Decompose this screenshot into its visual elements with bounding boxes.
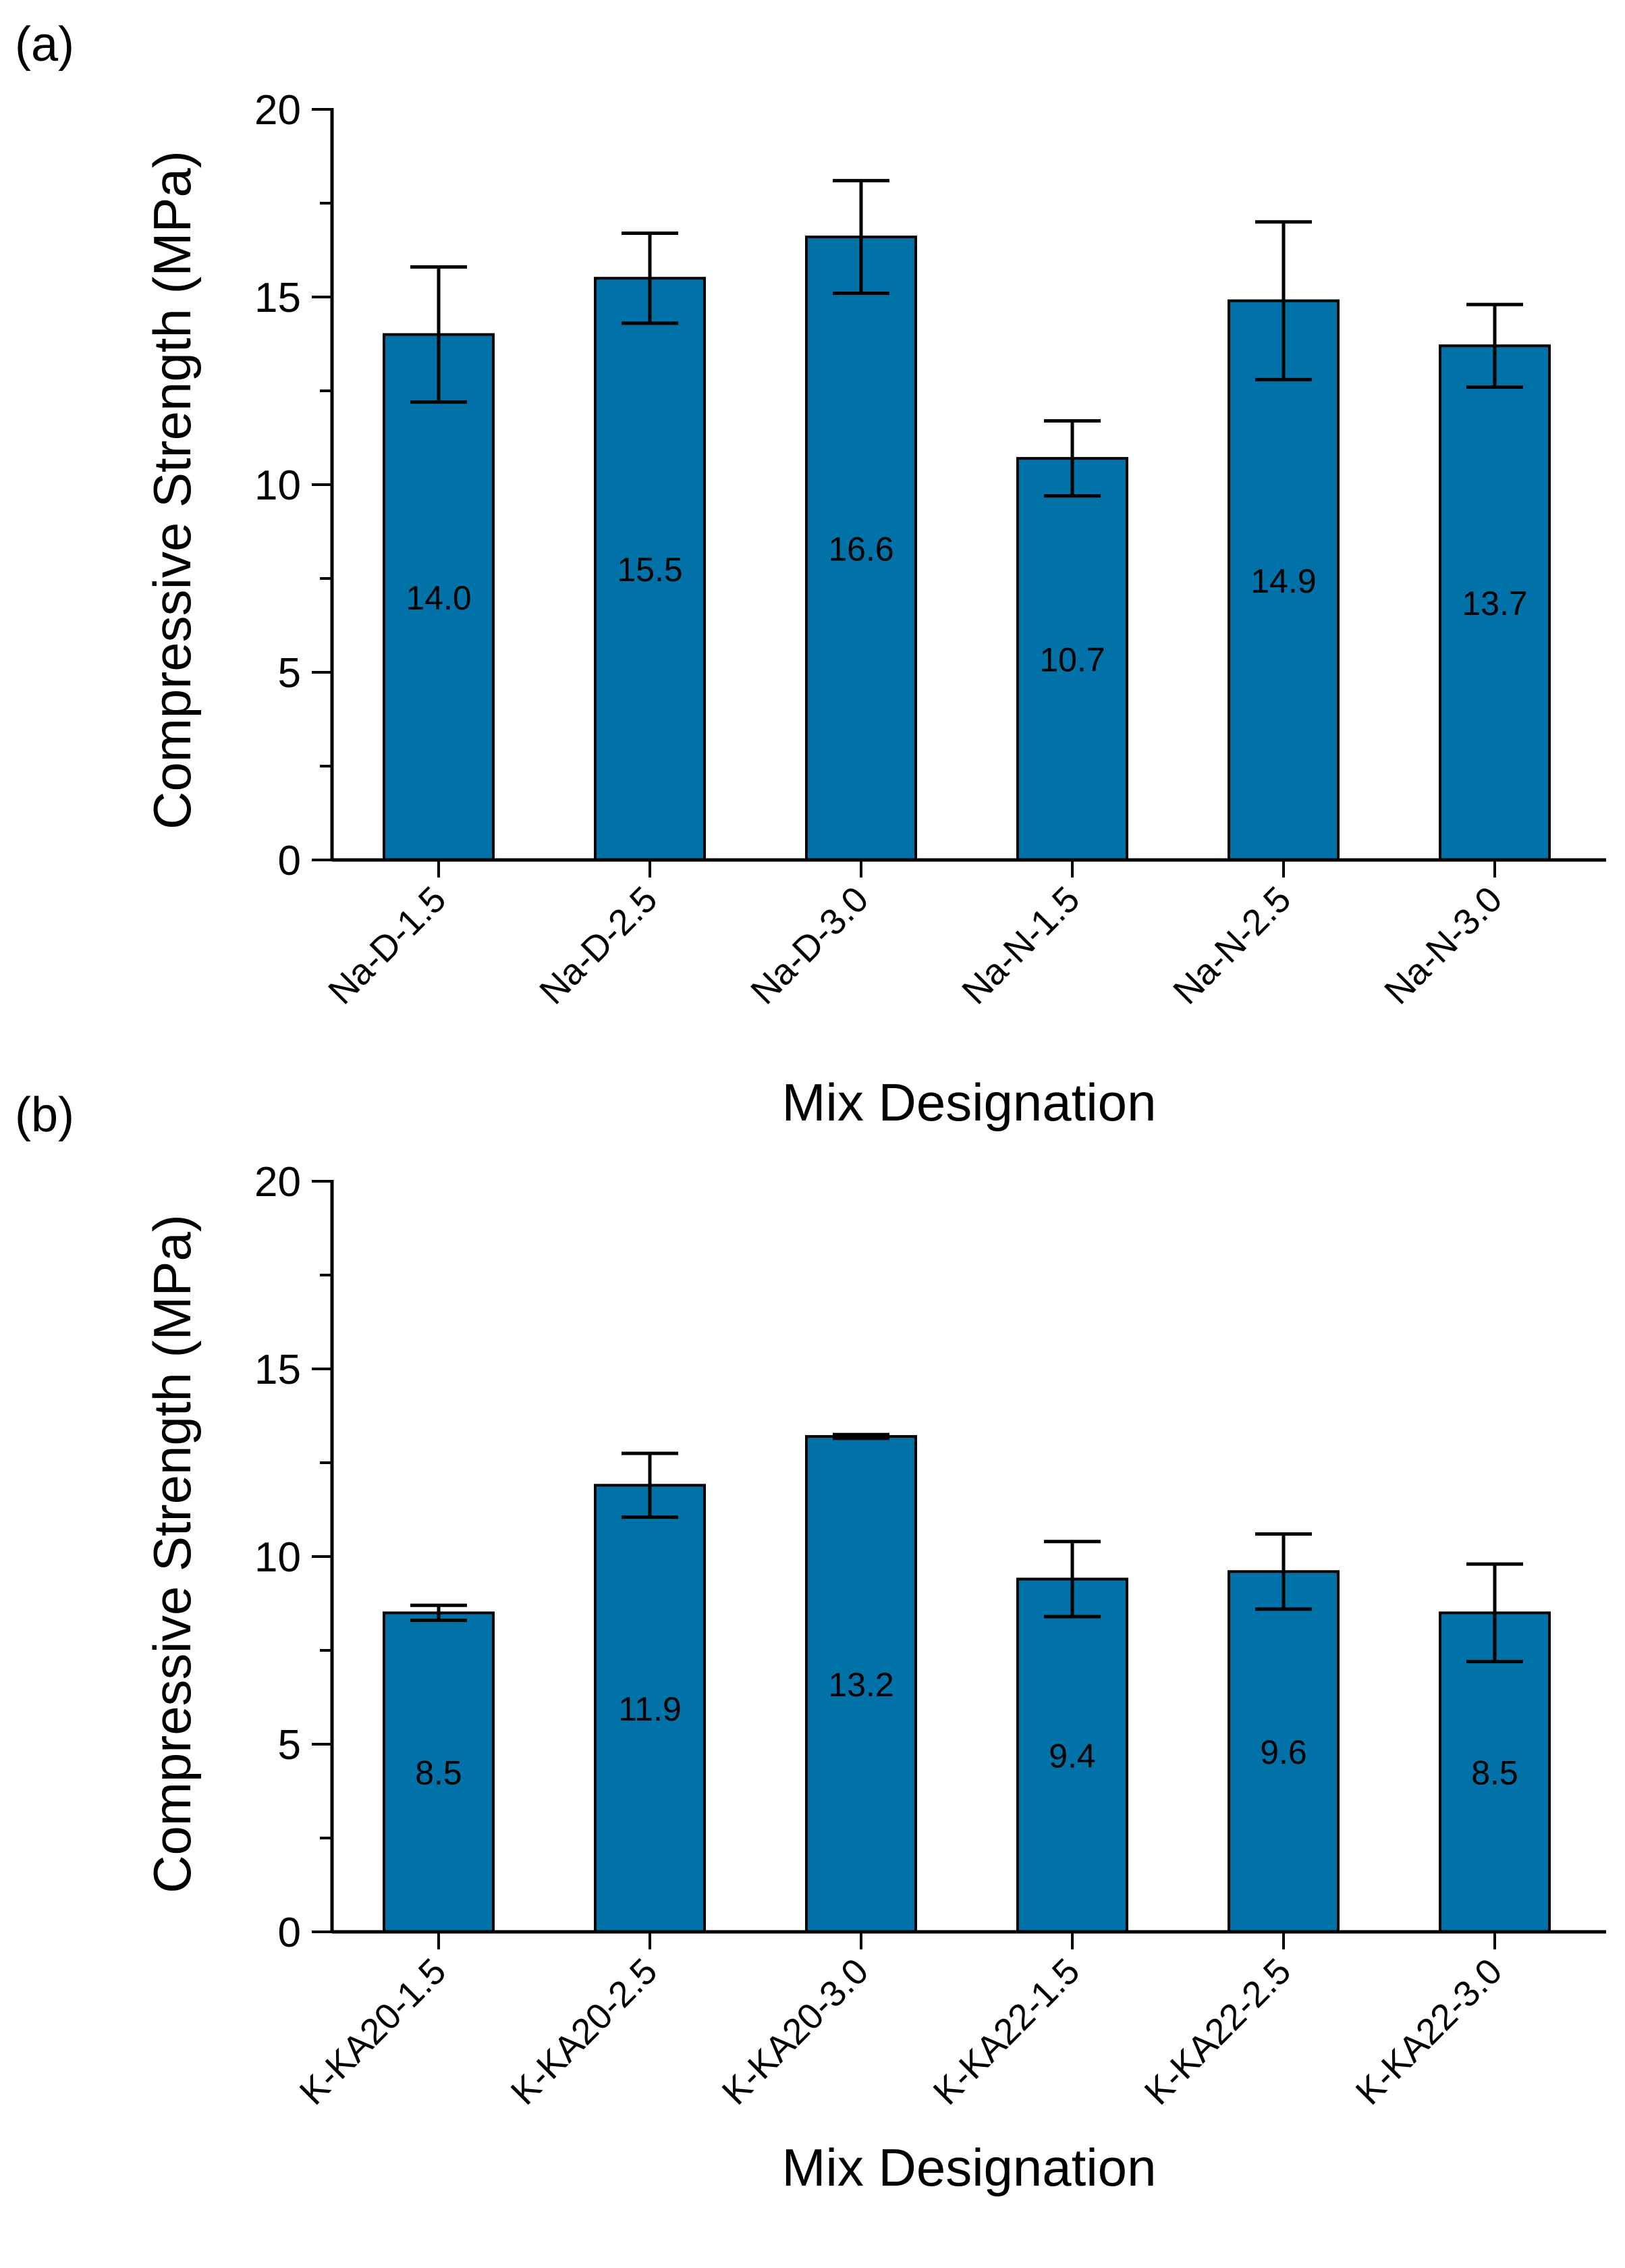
- panel-b-y-tick-label: 20: [254, 1159, 301, 1206]
- panel-a-error-bar: [410, 265, 467, 404]
- panel-b-bar: [1228, 1570, 1340, 1933]
- panel-a-category-label: Na-D-3.0: [743, 879, 876, 1012]
- panel-a-category-label: Na-N-3.0: [1377, 879, 1510, 1012]
- panel-a-category-label: Na-N-1.5: [954, 879, 1087, 1012]
- panel-b-data-label: 11.9: [618, 1690, 682, 1728]
- panel-b-bar: [594, 1484, 706, 1934]
- panel-a: (a) 14.0 15.5 16.6 10.7 14.9 13.7 Na-D-1.5 Na-…: [15, 18, 1606, 1132]
- panel-a-data-label: 14.9: [1250, 562, 1316, 600]
- panel-a-y-tick-label: 15: [254, 275, 301, 321]
- panel-a-y-tick-label: 5: [278, 650, 301, 697]
- panel-b-category-label: K-KA22-3.0: [1348, 1951, 1510, 2113]
- panel-a-error-bar: [1466, 302, 1523, 389]
- panel-b-data-label: 13.2: [828, 1666, 893, 1704]
- panel-a-data-label: 13.7: [1462, 585, 1527, 622]
- panel-b-x-axis-title: Mix Designation: [782, 2138, 1157, 2197]
- panel-b-error-bar: [410, 1603, 467, 1623]
- panel-b-error-bar: [1255, 1532, 1312, 1611]
- panel-a-data-label: 15.5: [617, 551, 682, 589]
- panel-b-error-bar: [1044, 1540, 1101, 1619]
- panel-a-category-label: Na-D-1.5: [321, 879, 453, 1012]
- panel-b-bar: [1016, 1577, 1128, 1934]
- panel-b-data-label: 9.4: [1049, 1737, 1096, 1775]
- panel-b-bars: 8.5 11.9 13.2 9.4 9.6 8.5: [383, 1432, 1551, 1934]
- panel-b-bar: [383, 1611, 495, 1933]
- panel-b-data-label: 8.5: [1471, 1754, 1518, 1792]
- panel-a-data-label: 16.6: [828, 531, 893, 568]
- panel-b-category-label: K-KA22-2.5: [1137, 1951, 1299, 2113]
- panel-b-error-bar: [833, 1432, 889, 1440]
- panel-a-error-bar: [622, 231, 678, 325]
- panel-a-y-axis-title: Compressive Strength (MPa): [142, 151, 202, 830]
- panel-b-category-label: K-KA22-1.5: [926, 1951, 1088, 2113]
- panel-a-bar: [805, 236, 917, 862]
- panel-a-category-label: Na-D-2.5: [532, 879, 665, 1012]
- panel-a-bar: [383, 333, 495, 862]
- panel-a-y-tick-label: 10: [254, 462, 301, 509]
- panel-a-y-tick-label: 20: [254, 87, 301, 134]
- panel-b-bar: [1439, 1611, 1551, 1933]
- panel-b-y-tick-label: 5: [278, 1722, 301, 1769]
- panel-b-bar: [805, 1435, 917, 1934]
- panel-b-y-tick-label: 0: [278, 1910, 301, 1956]
- panel-a-error-bar: [833, 179, 889, 295]
- panel-b-y-axis-title: Compressive Strength (MPa): [142, 1214, 202, 1893]
- panel-a-y-tick-label: 0: [278, 838, 301, 884]
- panel-a-error-bar: [1044, 418, 1101, 498]
- panel-a-label: (a): [15, 18, 74, 72]
- panel-b-y-tick-label: 10: [254, 1534, 301, 1581]
- panel-a-category-label: Na-N-2.5: [1165, 879, 1298, 1012]
- panel-b-error-bar: [1466, 1562, 1523, 1664]
- panel-b-data-label: 9.6: [1260, 1733, 1307, 1771]
- panel-a-x-axis-title: Mix Designation: [782, 1073, 1157, 1132]
- panel-a-error-bar: [1255, 220, 1312, 381]
- panel-b-category-label: K-KA20-2.5: [503, 1951, 665, 2113]
- panel-b: (b) 8.5 11.9 13.2 9.4 9.6 8.5 K-KA20-1.5 K-KA2…: [15, 1088, 1606, 2197]
- panel-a-data-label: 10.7: [1039, 641, 1105, 679]
- panel-b-error-bar: [622, 1451, 678, 1519]
- panel-b-category-label: K-KA20-3.0: [715, 1951, 877, 2113]
- panel-b-label: (b): [15, 1088, 74, 1142]
- panel-b-y-tick-label: 15: [254, 1347, 301, 1393]
- panel-a-bars: 14.0 15.5 16.6 10.7 14.9 13.7: [383, 179, 1551, 862]
- panel-a-data-label: 14.0: [406, 579, 471, 617]
- panel-b-category-label: K-KA20-1.5: [292, 1951, 454, 2113]
- panel-b-data-label: 8.5: [415, 1754, 462, 1792]
